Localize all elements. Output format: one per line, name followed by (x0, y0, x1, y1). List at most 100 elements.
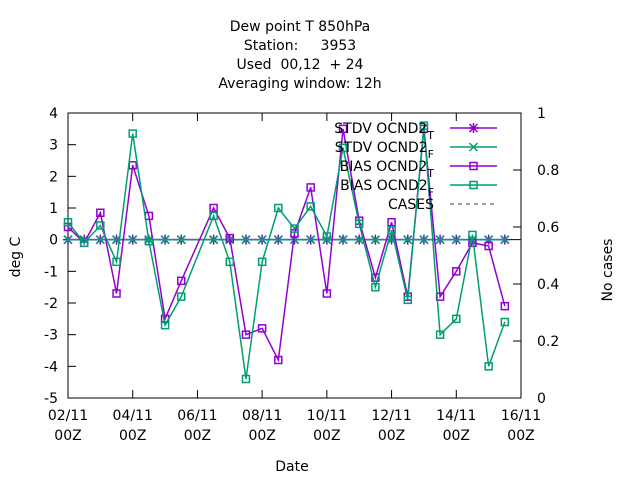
data-point (419, 121, 429, 130)
data-point (274, 355, 283, 365)
data-point (209, 211, 218, 221)
data-point (306, 202, 315, 211)
y-tick-label: -5 (44, 391, 58, 407)
title-line-4: Averaging window: 12h (218, 76, 381, 92)
legend-entry: BIAS OCND2T (340, 159, 497, 180)
series-line (67, 128, 506, 363)
data-point (322, 289, 332, 298)
legend-label: CASES (388, 197, 434, 213)
data-point (500, 317, 510, 327)
y2-axis-label: No cases (600, 239, 616, 302)
data-point (371, 273, 380, 282)
data-point (257, 257, 267, 267)
data-point (241, 235, 251, 245)
data-point (273, 235, 283, 245)
data-point (306, 183, 315, 192)
data-point (387, 225, 396, 235)
data-point (500, 301, 510, 311)
data-point (338, 124, 348, 134)
series-stdv-ocnd2-f (63, 235, 510, 245)
y2-tick-label: 0.2 (537, 334, 559, 350)
data-point (468, 123, 479, 133)
data-point (370, 235, 380, 245)
x-tick-label: 08/11 00Z (242, 408, 282, 444)
series-line (67, 125, 506, 380)
data-point (290, 229, 299, 238)
y2-tick-label: 0.8 (537, 163, 559, 179)
x-tick-label: 06/11 00Z (177, 408, 217, 444)
data-point (469, 180, 478, 190)
data-point (95, 235, 105, 245)
y-tick-label: -4 (44, 359, 58, 375)
x-tick-label: 04/11 00Z (113, 408, 153, 444)
legend-entry: CASES (388, 197, 497, 213)
data-point (338, 143, 348, 153)
data-point (177, 276, 186, 286)
y-tick-label: -1 (44, 264, 58, 280)
data-point (63, 218, 73, 227)
data-point (371, 282, 380, 292)
x-tick-label: 02/11 00Z (48, 408, 88, 444)
x-tick-label: 10/11 00Z (307, 408, 347, 444)
legend-label: BIAS OCND2T (340, 159, 435, 180)
legend-label: STDV OCND2T (334, 121, 434, 142)
data-point (452, 314, 461, 324)
data-point (468, 142, 479, 152)
data-point (176, 235, 186, 245)
legend-label: STDV OCND2F (335, 140, 434, 161)
data-point (209, 203, 218, 213)
data-point (112, 257, 121, 267)
data-point (290, 224, 299, 233)
data-point (435, 235, 445, 245)
series-bias-ocnd2-t (63, 124, 510, 365)
data-point (468, 230, 477, 240)
y-axis-label: deg C (8, 236, 24, 277)
data-point (160, 320, 170, 330)
x-tick-label: 12/11 00Z (371, 408, 411, 444)
data-point (63, 235, 73, 245)
data-point (484, 362, 493, 371)
series-bias-ocnd2-f (63, 121, 510, 384)
legend-entry: STDV OCND2F (335, 140, 497, 161)
x-tick-label: 16/11 00Z (501, 408, 541, 444)
data-point (484, 241, 493, 251)
data-point (403, 295, 412, 305)
y2-tick-label: 0 (537, 391, 546, 407)
data-point (338, 235, 348, 245)
data-point (257, 235, 267, 245)
data-point (112, 289, 121, 298)
x-axis-label: Date (275, 459, 308, 475)
data-point (209, 235, 219, 245)
data-point (322, 232, 332, 241)
y-tick-label: 4 (49, 106, 58, 122)
data-point (387, 218, 396, 227)
legend-entry: BIAS OCND2F (340, 178, 497, 199)
title-line-2: Station: 3953 (244, 38, 356, 54)
data-point (96, 221, 105, 230)
y2-tick-label: 0.4 (537, 277, 559, 293)
data-point (177, 292, 186, 301)
data-point (469, 161, 478, 171)
data-point (128, 235, 138, 245)
data-point (241, 330, 251, 339)
data-point (500, 235, 510, 245)
series-layer (63, 121, 510, 384)
x-tick-label: 14/11 00Z (436, 408, 476, 444)
data-point (274, 203, 283, 213)
y-tick-label: 1 (49, 201, 58, 217)
data-point (160, 235, 170, 245)
y-tick-label: -2 (44, 296, 58, 312)
data-point (451, 235, 461, 245)
data-point (225, 233, 235, 243)
y2-tick-label: 1 (537, 106, 546, 122)
data-point (257, 324, 267, 333)
data-point (225, 257, 235, 267)
data-point (354, 219, 364, 229)
data-point (306, 235, 316, 245)
plot-frame (67, 112, 522, 399)
data-point (435, 330, 445, 339)
chart-title: Dew point T 850hPa Station: 3953 Used 00… (218, 19, 381, 92)
title-line-3: Used 00,12 + 24 (237, 57, 364, 73)
